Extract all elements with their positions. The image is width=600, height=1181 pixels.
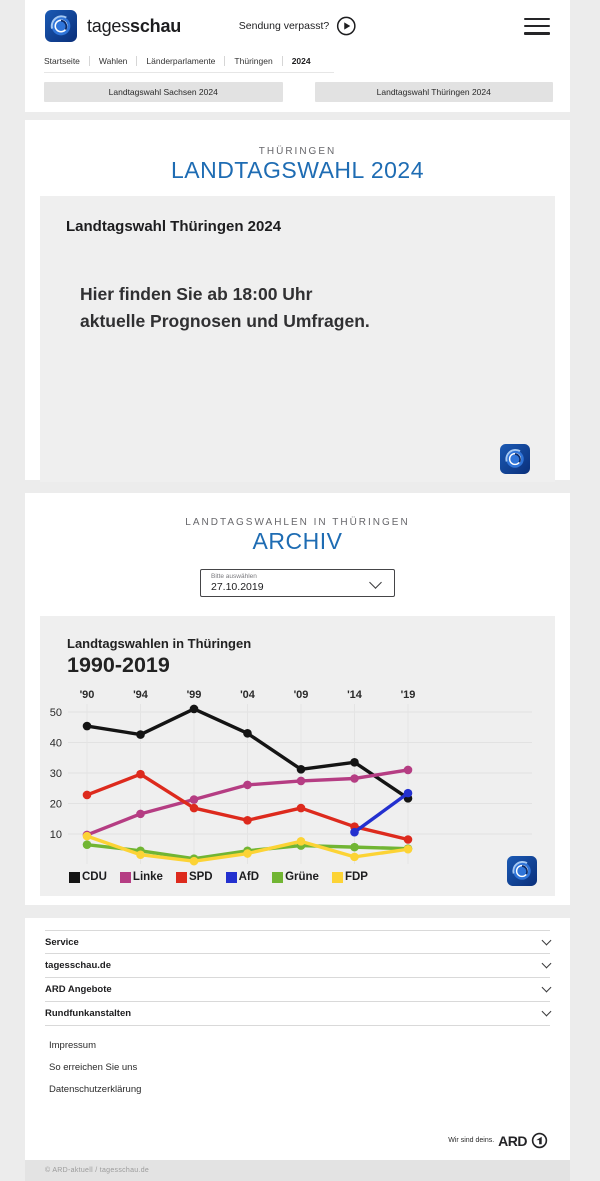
main-kicker: THÜRINGEN xyxy=(258,146,337,157)
chevron-down-icon xyxy=(541,958,552,969)
legend-swatch xyxy=(69,871,80,883)
legend-swatch xyxy=(225,871,237,883)
footer-accordion-ard-angebote[interactable]: ARD Angebote xyxy=(45,978,552,1002)
teaser-message: Hier finden Sie ab 18:00 Uhr aktuelle Pr… xyxy=(80,284,370,332)
play-icon[interactable] xyxy=(336,16,356,36)
breadcrumb-laenderparlamente[interactable]: Länderparlamente xyxy=(146,56,216,66)
footer-links: Impressum So erreichen Sie uns Datenschu… xyxy=(49,1034,570,1100)
teaser-box: Landtagswahl Thüringen 2024 Hier finden … xyxy=(40,196,555,482)
tagesschau-watermark-icon xyxy=(500,444,530,474)
legend-swatch xyxy=(331,871,343,883)
chart-title: Landtagswahlen in Thüringen xyxy=(67,636,252,651)
archive-section: LANDTAGSWAHLEN IN THÜRINGEN ARCHIV Bitte… xyxy=(25,493,570,905)
svg-text:40: 40 xyxy=(50,738,62,750)
sendung-verpasst-label: Sendung verpasst? xyxy=(238,20,330,32)
landtagswahl-sachsen-button[interactable]: Landtagswahl Sachsen 2024 xyxy=(44,82,283,102)
ard-branding: Wir sind deins. ARD xyxy=(448,1132,548,1149)
legend-item: Grüne xyxy=(272,871,319,883)
legend-item: AfD xyxy=(225,871,259,883)
ard-logo-icon xyxy=(531,1132,548,1149)
landtagswahl-thueringen-button[interactable]: Landtagswahl Thüringen 2024 xyxy=(314,82,553,102)
hamburger-menu-icon[interactable] xyxy=(524,17,550,35)
svg-text:50: 50 xyxy=(50,707,62,719)
copyright-bar: © ARD-aktuell / tagesschau.de xyxy=(25,1160,570,1181)
kontakt-link[interactable]: So erreichen Sie uns xyxy=(49,1061,138,1073)
copyright-text: © ARD-aktuell / tagesschau.de xyxy=(45,1167,150,1174)
svg-text:'14: '14 xyxy=(347,689,363,701)
chart-legend: CDU Linke SPD AfD Grüne FDP xyxy=(69,871,555,883)
svg-text:10: 10 xyxy=(50,829,62,841)
select-label: Bitte auswählen xyxy=(211,573,257,580)
svg-text:20: 20 xyxy=(50,799,62,811)
breadcrumb-separator xyxy=(281,56,283,66)
archive-date-select[interactable]: Bitte auswählen 27.10.2019 xyxy=(200,569,395,597)
legend-swatch xyxy=(175,871,187,883)
legend-item: Linke xyxy=(119,871,163,883)
chevron-down-icon xyxy=(541,982,552,993)
svg-text:'19: '19 xyxy=(401,689,416,701)
breadcrumb: Startseite Wahlen Länderparlamente Thüri… xyxy=(25,46,570,73)
breadcrumb-thueringen[interactable]: Thüringen xyxy=(234,56,273,66)
svg-text:'99: '99 xyxy=(187,689,202,701)
footer-accordion-service[interactable]: Service xyxy=(45,930,552,954)
footer-accordion-tagesschau-de[interactable]: tagesschau.de xyxy=(45,954,552,978)
election-chart-box: Landtagswahlen in Thüringen 1990-2019 10… xyxy=(40,616,555,896)
svg-text:'04: '04 xyxy=(240,689,256,701)
quick-links-row: Landtagswahl Sachsen 2024 Landtagswahl T… xyxy=(25,73,570,112)
breadcrumb-startseite[interactable]: Startseite xyxy=(44,56,80,66)
archive-title: ARCHIV xyxy=(252,528,343,554)
chevron-down-icon xyxy=(541,1006,552,1017)
svg-text:'90: '90 xyxy=(80,689,95,701)
ard-wordmark: ARD xyxy=(498,1132,527,1149)
ard-claim: Wir sind deins. xyxy=(448,1137,495,1144)
teaser-heading: Landtagswahl Thüringen 2024 xyxy=(66,218,282,235)
svg-text:30: 30 xyxy=(50,768,62,780)
breadcrumb-2024[interactable]: 2024 xyxy=(291,56,311,66)
legend-item: CDU xyxy=(69,871,107,883)
legend-item: SPD xyxy=(175,871,213,883)
main-title: LANDTAGSWAHL 2024 xyxy=(170,157,425,183)
legend-swatch xyxy=(272,871,284,883)
svg-text:'09: '09 xyxy=(294,689,309,701)
header-top-row: tagesschau Sendung verpasst? xyxy=(25,6,570,46)
breadcrumb-separator xyxy=(136,56,138,66)
footer: Service tagesschau.de ARD Angebote Rundf… xyxy=(25,918,570,1181)
main-section: THÜRINGEN LANDTAGSWAHL 2024 Landtagswahl… xyxy=(25,120,570,482)
chevron-down-icon xyxy=(541,935,552,945)
chart-subtitle: 1990-2019 xyxy=(67,653,170,677)
svg-text:'94: '94 xyxy=(133,689,149,701)
breadcrumb-separator xyxy=(88,56,90,66)
header: tagesschau Sendung verpasst? Startseite … xyxy=(25,0,570,112)
tagesschau-logo-icon[interactable] xyxy=(45,10,77,42)
sendung-verpasst-link[interactable]: Sendung verpasst? xyxy=(239,16,356,36)
legend-swatch xyxy=(119,871,131,883)
legend-item: FDP xyxy=(331,871,368,883)
select-value: 27.10.2019 xyxy=(211,581,264,593)
archive-kicker: LANDTAGSWAHLEN IN THÜRINGEN xyxy=(185,517,410,528)
impressum-link[interactable]: Impressum xyxy=(49,1039,96,1051)
footer-accordion-rundfunkanstalten[interactable]: Rundfunkanstalten xyxy=(45,1002,552,1026)
breadcrumb-wahlen[interactable]: Wahlen xyxy=(98,56,128,66)
datenschutz-link[interactable]: Datenschutzerklärung xyxy=(49,1083,142,1095)
breadcrumb-separator xyxy=(224,56,226,66)
election-line-chart: 10 20 30 40 50 '90 '94 '99 '04 '09 '14 '19 xyxy=(50,689,532,866)
tagesschau-watermark-icon xyxy=(507,856,537,886)
brand-wordmark[interactable]: tagesschau xyxy=(87,15,182,36)
